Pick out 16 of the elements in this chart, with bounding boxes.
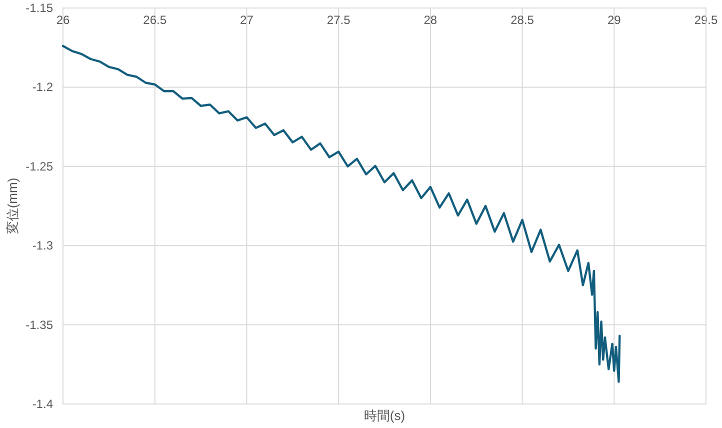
x-tick-label: 28.5 — [510, 13, 534, 27]
y-tick-label: -1.35 — [26, 318, 54, 332]
y-tick-label: -1.25 — [26, 159, 54, 174]
x-tick-label: 27 — [240, 13, 254, 27]
y-tick-label: -1.4 — [32, 397, 54, 411]
x-tick-label: 26.5 — [143, 13, 167, 27]
x-axis-title: 時間(s) — [364, 408, 406, 423]
x-tick-label: 29 — [607, 13, 622, 27]
x-tick-label: 28 — [424, 13, 438, 27]
y-tick-label: -1.3 — [32, 238, 54, 253]
y-tick-label: -1.2 — [32, 80, 54, 94]
y-axis-title: 変位(mm) — [5, 178, 20, 234]
x-tick-label: 26 — [56, 13, 70, 27]
y-tick-label: -1.15 — [26, 1, 54, 15]
x-tick-label: 27.5 — [326, 13, 351, 27]
line-series — [62, 44, 621, 383]
